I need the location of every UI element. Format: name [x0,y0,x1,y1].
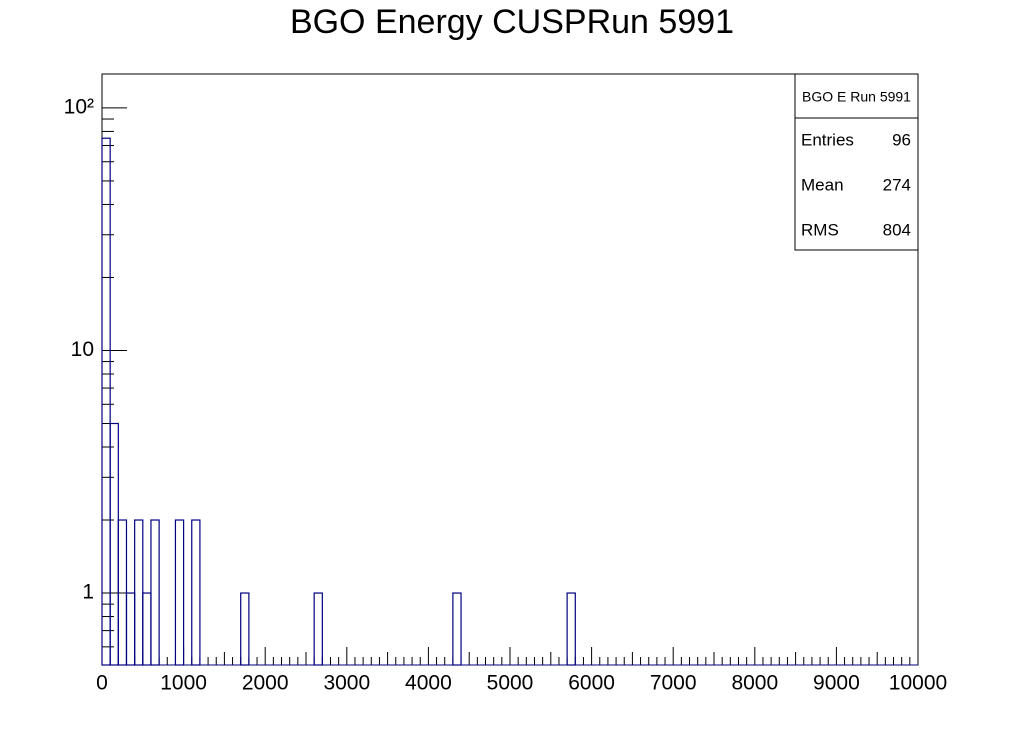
y-tick-label: 10 [71,338,94,361]
stats-value: 804 [883,220,911,239]
bar [313,592,323,666]
x-tick-label: 9000 [813,672,860,695]
bar [134,519,144,666]
x-tick-label: 4000 [405,672,452,695]
bar [142,592,152,666]
bar [125,592,136,666]
bar [101,137,111,666]
stats-label: RMS [801,220,839,239]
x-tick-label: 6000 [568,672,615,695]
x-tick-label: 1000 [160,672,207,695]
x-tick-label: 8000 [731,672,778,695]
stats-box [794,73,919,251]
x-tick-label: 7000 [650,672,697,695]
bar [109,422,119,666]
stats-title: BGO E Run 5991 [802,89,911,105]
x-tick-label: 5000 [487,672,534,695]
y-tick-label: 10² [64,95,94,118]
x-tick-label: 0 [96,672,108,695]
bar [174,519,185,666]
x-tick-label: 3000 [323,672,370,695]
x-tick-label: 10000 [889,672,947,695]
bar [150,519,160,666]
bar [566,592,576,666]
bar [191,519,201,666]
y-tick-label: 1 [82,581,94,604]
bar [452,592,462,666]
chart-title: BGO Energy CUSPRun 5991 [290,3,734,41]
stats-value: 96 [892,130,911,149]
stats-label: Entries [801,130,854,149]
bar [240,592,250,666]
x-tick-label: 2000 [242,672,289,695]
stats-label: Mean [801,175,844,194]
stats-value: 274 [883,175,911,194]
bar [117,519,128,666]
